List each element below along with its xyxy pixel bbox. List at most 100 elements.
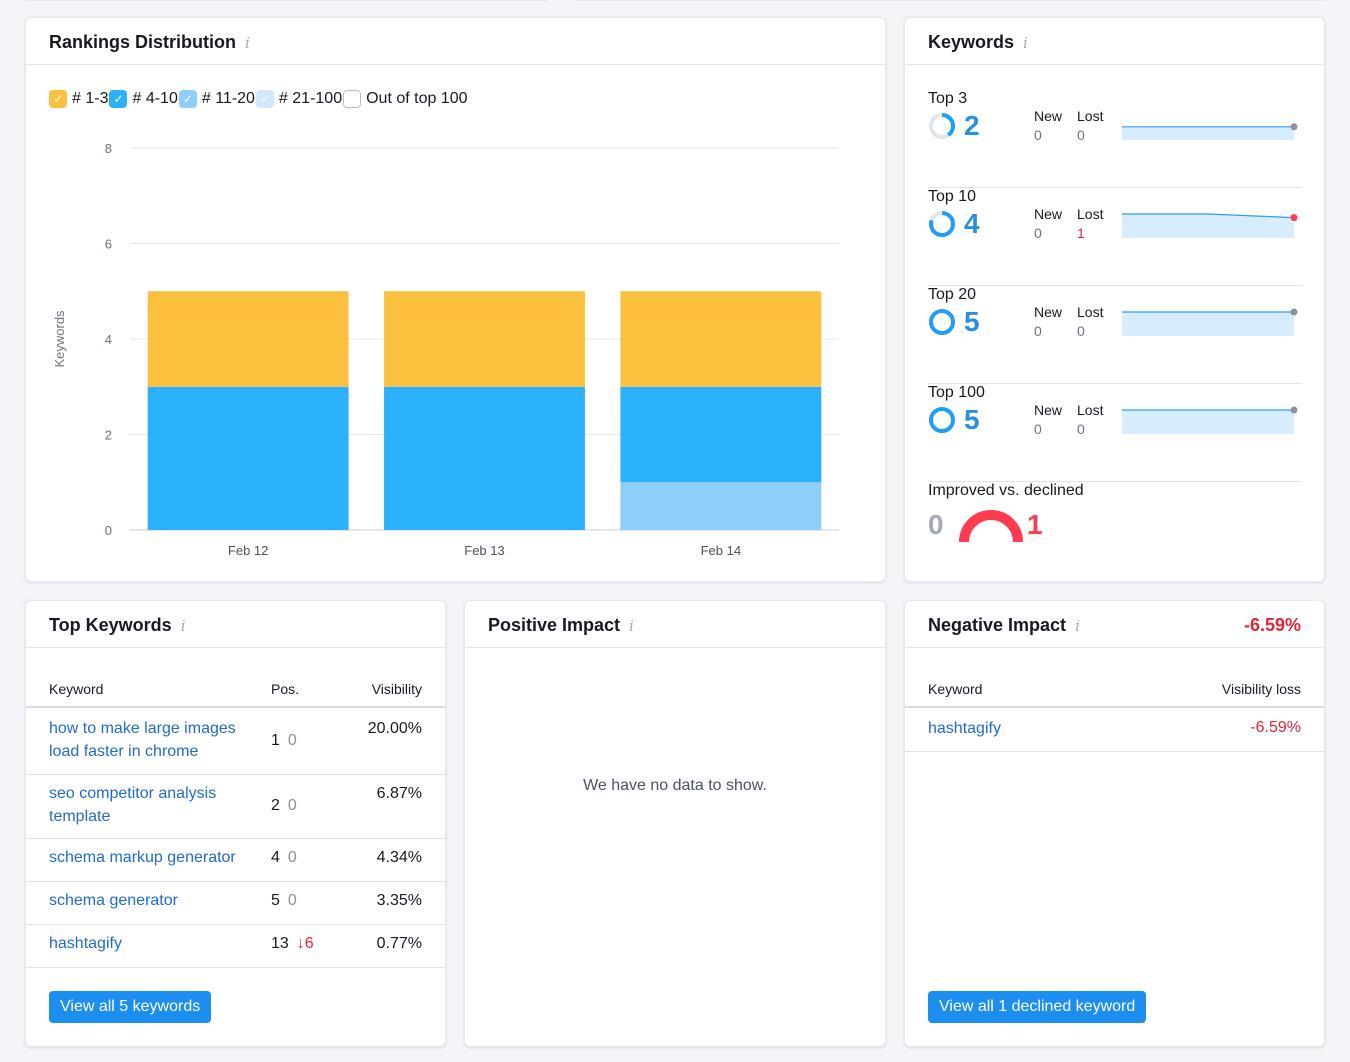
- new-value[interactable]: 0: [1034, 323, 1042, 339]
- lost-value[interactable]: 0: [1077, 127, 1085, 143]
- improved-declined-gauge: [959, 510, 1023, 543]
- top-keywords-card: Top Keywords i Keyword Pos. Visibility h…: [25, 600, 446, 1047]
- new-lost-stats: New 0 Lost 0: [1034, 108, 1120, 143]
- lost-value[interactable]: 0: [1077, 323, 1085, 339]
- keywords-card: Keywords i Top 3 2 New 0 Lost 0 Top 10 4 New 0 Los…: [904, 17, 1325, 582]
- y-tick-label: 0: [105, 523, 112, 538]
- new-value[interactable]: 0: [1034, 127, 1042, 143]
- lost-value[interactable]: 0: [1077, 421, 1085, 437]
- new-label: New: [1034, 206, 1063, 222]
- col-keyword[interactable]: Keyword: [49, 681, 104, 697]
- legend-label: # 1-3: [72, 90, 109, 107]
- checkbox-empty-icon[interactable]: [343, 90, 362, 108]
- bar-segment[interactable]: [384, 291, 585, 387]
- info-icon[interactable]: i: [1075, 616, 1080, 635]
- ring-fill: [929, 407, 955, 433]
- card-title: Rankings Distribution i: [49, 32, 250, 53]
- bucket-count[interactable]: 4: [964, 208, 980, 239]
- bar-segment[interactable]: [620, 482, 822, 530]
- legend-label: # 21-100: [278, 90, 343, 107]
- keyword-link[interactable]: hashtagify: [928, 720, 1001, 737]
- bar-segment[interactable]: [147, 291, 349, 387]
- checkbox-checked-icon[interactable]: ✓: [255, 90, 274, 108]
- bucket-count[interactable]: 5: [964, 404, 980, 435]
- table-header: Keyword Visibility loss: [905, 681, 1324, 708]
- legend-item[interactable]: ✓ # 21-100: [255, 90, 343, 108]
- visibility-value: 3.35%: [376, 892, 422, 909]
- sparkline-endpoint: [1290, 214, 1298, 222]
- trend-sparkline: [1122, 406, 1298, 434]
- col-pos[interactable]: Pos.: [271, 681, 300, 697]
- bucket-count[interactable]: 2: [964, 110, 980, 141]
- divider: [905, 64, 1324, 65]
- empty-state-text: We have no data to show.: [583, 777, 767, 794]
- x-tick-label: Feb 13: [464, 543, 504, 558]
- lost-label: Lost: [1077, 402, 1104, 418]
- checkbox-checked-icon[interactable]: ✓: [178, 90, 197, 108]
- bar-segment[interactable]: [147, 386, 349, 530]
- bar-segment[interactable]: [384, 386, 585, 530]
- lost-col: Lost 0: [1077, 108, 1120, 143]
- bar-segment[interactable]: [620, 291, 822, 387]
- lost-col: Lost 1: [1077, 206, 1120, 241]
- info-icon[interactable]: i: [1023, 33, 1028, 52]
- table-row[interactable]: seo competitor analysis template 2 0 6.87%: [26, 775, 445, 839]
- bucket-ring: [929, 407, 955, 433]
- view-all-keywords-button[interactable]: View all 5 keywords: [49, 991, 212, 1023]
- col-keyword[interactable]: Keyword: [928, 681, 983, 697]
- new-value[interactable]: 0: [1034, 225, 1042, 241]
- new-value[interactable]: 0: [1034, 421, 1042, 437]
- col-visibility-loss[interactable]: Visibility loss: [1221, 681, 1301, 697]
- sparkline-endpoint: [1290, 123, 1298, 131]
- info-icon[interactable]: i: [180, 616, 186, 635]
- table-row[interactable]: hashtagify -6.59%: [905, 710, 1324, 752]
- position-value: 2: [271, 797, 280, 814]
- y-tick-label: 6: [105, 237, 112, 252]
- legend-label: Out of top 100: [366, 90, 468, 107]
- bucket-ring: [929, 211, 955, 237]
- bucket-label: Top 100: [928, 384, 985, 401]
- position-change: 0: [287, 732, 297, 749]
- lost-value[interactable]: 1: [1077, 225, 1085, 241]
- new-col: New 0: [1034, 402, 1077, 437]
- new-label: New: [1034, 304, 1063, 320]
- keyword-bucket-row: Top 10 4 New 0 Lost 1: [928, 188, 1302, 286]
- table-row[interactable]: schema markup generator 4 0 4.34%: [26, 839, 445, 882]
- legend-item[interactable]: ✓ # 11-20: [178, 90, 256, 108]
- keyword-link[interactable]: seo competitor analysis template: [49, 785, 217, 825]
- lost-label: Lost: [1077, 304, 1104, 320]
- legend-item[interactable]: Out of top 100: [343, 90, 468, 108]
- info-icon[interactable]: i: [629, 616, 634, 635]
- checkbox-checked-icon[interactable]: ✓: [109, 90, 128, 108]
- view-declined-keywords-button[interactable]: View all 1 declined keyword: [928, 991, 1147, 1023]
- table-row[interactable]: schema generator 5 0 3.35%: [26, 882, 445, 925]
- negative-impact-card: Negative Impact i -6.59% Keyword Visibil…: [904, 600, 1325, 1047]
- bucket-label: Top 3: [928, 90, 968, 107]
- keyword-link[interactable]: schema generator: [49, 892, 178, 909]
- visibility-value: 20.00%: [367, 720, 422, 737]
- card-title: Keywords i: [928, 32, 1028, 53]
- position-value: 13: [271, 935, 289, 952]
- sparkline-area: [1122, 214, 1294, 238]
- top-card-edge: [25, 0, 548, 1]
- keyword-link[interactable]: hashtagify: [49, 935, 122, 952]
- table-row[interactable]: how to make large images load faster in …: [26, 710, 445, 775]
- bucket-label: Top 20: [928, 286, 977, 303]
- new-label: New: [1034, 402, 1063, 418]
- legend-item[interactable]: ✓ # 4-10: [109, 90, 178, 108]
- divider: [26, 647, 445, 648]
- keyword-link[interactable]: schema markup generator: [49, 849, 236, 866]
- divider: [905, 647, 1324, 648]
- legend-item[interactable]: ✓ # 1-3: [49, 90, 109, 108]
- checkbox-checked-icon[interactable]: ✓: [49, 90, 67, 108]
- divider: [465, 647, 885, 648]
- position-change: 0: [287, 849, 297, 866]
- table-row[interactable]: hashtagify 13 ↓6 0.77%: [26, 925, 445, 968]
- col-visibility[interactable]: Visibility: [371, 681, 422, 697]
- bucket-count[interactable]: 5: [964, 306, 980, 337]
- bar-segment[interactable]: [620, 386, 822, 483]
- keyword-link[interactable]: how to make large images load faster in …: [49, 720, 236, 760]
- info-icon[interactable]: i: [245, 33, 250, 52]
